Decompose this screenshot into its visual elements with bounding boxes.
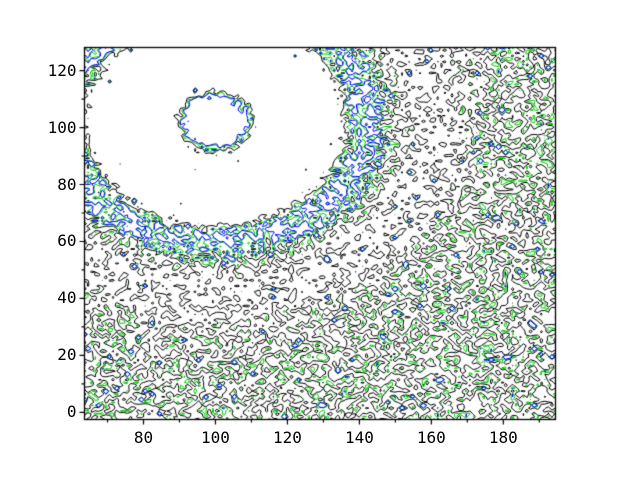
y-tick-label: 0 xyxy=(66,402,77,422)
y-tick-label: 60 xyxy=(57,231,77,251)
y-tick-label: 120 xyxy=(47,60,77,80)
y-tick-label: 20 xyxy=(57,345,77,365)
x-tick-label: 140 xyxy=(344,427,374,447)
y-tick-label: 80 xyxy=(57,174,77,194)
x-tick-label: 100 xyxy=(201,427,230,447)
x-tick-label: 180 xyxy=(488,427,518,447)
x-tick-label: 120 xyxy=(272,427,302,447)
x-tick-label: 80 xyxy=(133,427,154,447)
y-tick-label: 100 xyxy=(47,117,77,137)
x-tick-label: 160 xyxy=(416,427,446,447)
y-tick-label: 40 xyxy=(57,288,77,308)
